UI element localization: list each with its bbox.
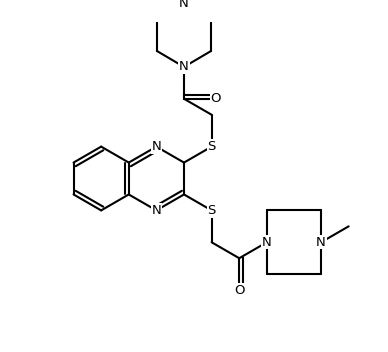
Text: N: N bbox=[179, 0, 189, 10]
Text: N: N bbox=[262, 236, 272, 249]
Text: N: N bbox=[151, 140, 161, 153]
Text: N: N bbox=[179, 61, 189, 74]
Text: O: O bbox=[234, 284, 244, 297]
Text: N: N bbox=[151, 204, 161, 217]
Text: N: N bbox=[316, 236, 326, 249]
Text: O: O bbox=[211, 92, 221, 105]
Text: S: S bbox=[208, 140, 216, 153]
Text: S: S bbox=[208, 204, 216, 217]
